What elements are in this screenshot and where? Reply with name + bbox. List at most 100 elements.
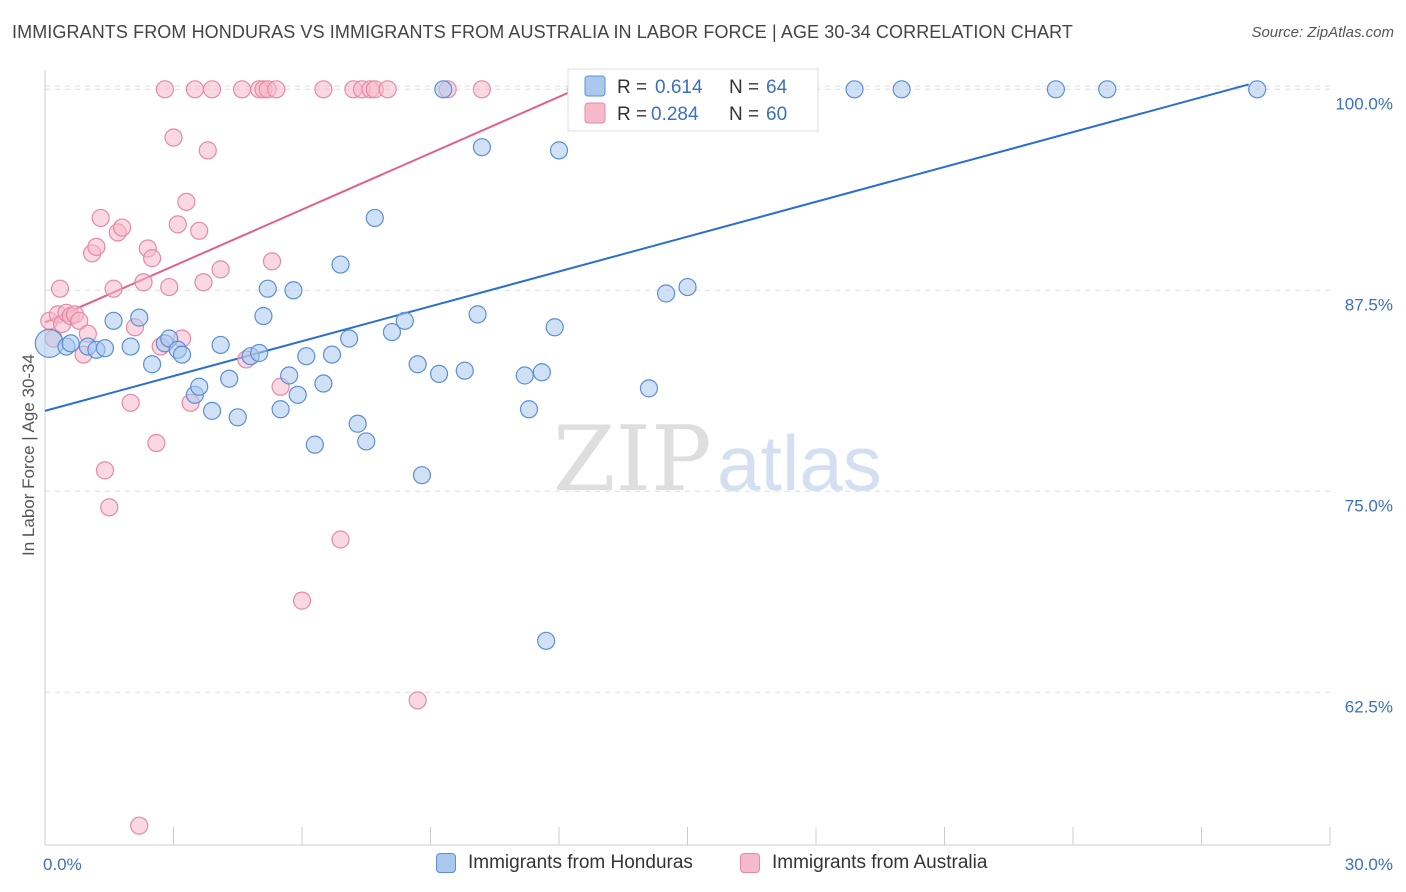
point-honduras <box>258 279 277 298</box>
point-honduras <box>412 466 432 485</box>
point-honduras <box>190 377 209 396</box>
point-honduras <box>271 400 290 419</box>
point-honduras <box>95 339 115 358</box>
trend-lines <box>44 83 1249 412</box>
point-honduras <box>202 401 222 420</box>
bottom-legend-swatch-australia <box>740 853 760 873</box>
point-honduras <box>130 308 149 327</box>
point-australia <box>202 80 222 99</box>
point-australia <box>408 691 427 710</box>
point-honduras <box>892 80 911 99</box>
point-honduras <box>519 400 539 419</box>
point-australia <box>292 591 312 610</box>
x-tick-labels: 0.0% 30.0% <box>43 855 1393 874</box>
point-australia <box>198 141 217 160</box>
point-honduras <box>220 369 239 388</box>
point-honduras <box>408 355 427 374</box>
point-honduras <box>142 355 162 374</box>
y-tick-label: 75.0% <box>1345 496 1393 515</box>
legend-r-label-honduras: R = <box>617 77 647 98</box>
point-honduras <box>121 337 140 356</box>
point-australia <box>142 249 162 268</box>
point-australia <box>70 311 89 330</box>
point-australia <box>177 192 196 211</box>
bottom-legend-item-honduras: Immigrants from Honduras <box>436 852 693 874</box>
data-points <box>34 80 1267 835</box>
x-tick-label-min: 0.0% <box>43 855 82 874</box>
point-australia <box>160 277 179 297</box>
point-australia <box>378 80 397 99</box>
point-honduras <box>455 361 474 380</box>
trend-line-honduras <box>44 83 1249 412</box>
point-australia <box>185 80 205 99</box>
point-australia <box>134 273 153 292</box>
point-australia <box>190 221 209 240</box>
legend-n-label-honduras: N = <box>729 77 759 98</box>
chart-title: IMMIGRANTS FROM HONDURAS VS IMMIGRANTS F… <box>12 22 1073 42</box>
point-honduras <box>348 414 367 433</box>
point-australia <box>232 80 252 99</box>
point-honduras <box>297 347 316 366</box>
point-australia <box>267 80 286 99</box>
y-tick-label: 100.0% <box>1335 94 1393 113</box>
point-australia <box>95 461 115 480</box>
bottom-legend-label-honduras: Immigrants from Honduras <box>468 852 693 873</box>
point-australia <box>331 530 350 549</box>
point-australia <box>168 215 187 234</box>
axes <box>44 70 1331 846</box>
point-australia <box>112 218 132 237</box>
point-australia <box>472 80 491 99</box>
legend-n-label-australia: N = <box>729 104 759 125</box>
point-honduras <box>532 363 551 382</box>
point-australia <box>91 208 110 228</box>
point-honduras <box>305 435 324 454</box>
point-australia <box>211 260 230 279</box>
point-australia <box>121 393 140 412</box>
point-honduras <box>322 345 342 364</box>
grid-lines <box>45 85 1330 693</box>
y-tick-label: 87.5% <box>1345 295 1393 314</box>
point-honduras <box>340 329 359 348</box>
point-honduras <box>284 281 303 300</box>
legend-box: R = 0.614 N = 64 R = 0.284 N = 60 <box>567 68 819 132</box>
point-honduras <box>472 138 491 157</box>
point-australia <box>87 237 106 256</box>
point-honduras <box>656 284 676 303</box>
point-honduras <box>382 322 402 342</box>
point-honduras <box>1046 80 1065 99</box>
legend-r-value-honduras: 0.614 <box>655 77 703 98</box>
point-honduras <box>395 311 414 330</box>
point-australia <box>50 279 70 298</box>
legend-n-value-honduras: 64 <box>766 77 788 98</box>
y-tick-label: 62.5% <box>1345 697 1393 716</box>
point-honduras <box>468 305 487 324</box>
point-honduras <box>1098 80 1117 99</box>
point-honduras <box>172 345 192 364</box>
bottom-legend-item-australia: Immigrants from Australia <box>740 852 987 874</box>
point-honduras <box>639 379 659 398</box>
point-honduras <box>515 366 534 385</box>
point-australia <box>100 498 119 517</box>
point-australia <box>164 128 183 147</box>
point-honduras <box>357 432 376 451</box>
point-honduras <box>254 306 273 326</box>
legend-r-label-australia: R = <box>617 104 647 125</box>
point-honduras <box>545 318 564 337</box>
point-honduras <box>104 311 123 330</box>
x-tick-label-max: 30.0% <box>1345 855 1393 874</box>
point-honduras <box>434 80 453 99</box>
point-honduras <box>314 374 333 393</box>
point-honduras <box>549 141 569 160</box>
point-honduras <box>228 408 247 427</box>
point-australia <box>155 80 175 99</box>
legend-swatch-australia <box>584 102 606 124</box>
bottom-legend: Immigrants from Honduras Immigrants from… <box>0 852 1406 878</box>
point-australia <box>314 80 333 99</box>
point-australia <box>194 273 213 292</box>
watermark-atlas: atlas <box>717 419 882 507</box>
point-honduras <box>845 80 864 99</box>
point-honduras <box>365 208 384 228</box>
point-honduras <box>678 277 697 297</box>
bottom-legend-swatch-honduras <box>436 853 456 873</box>
